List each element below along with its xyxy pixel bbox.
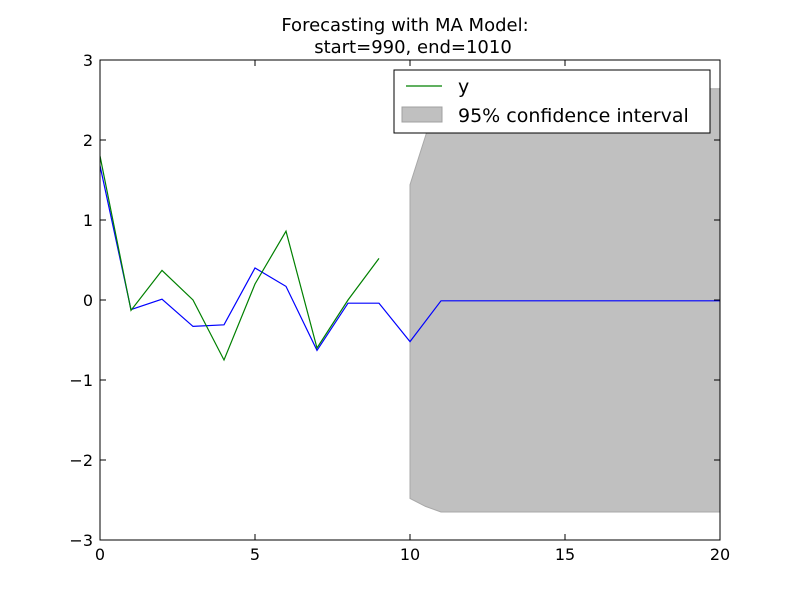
y-tick-label: 3 — [83, 51, 93, 70]
x-tick-label: 15 — [555, 545, 575, 564]
x-tick-label: 5 — [250, 545, 260, 564]
plot-frame — [99, 59, 721, 541]
y-tick-label: −1 — [69, 371, 93, 390]
x-tick-label: 10 — [400, 545, 420, 564]
legend-ci-swatch — [401, 106, 443, 123]
chart-subtitle: start=990, end=1010 — [314, 37, 512, 58]
y-tick-label: 0 — [83, 291, 93, 310]
y-tick-label: 2 — [83, 131, 93, 150]
x-tick-label: 0 — [95, 545, 105, 564]
legend-box — [393, 69, 711, 134]
chart-title: Forecasting with MA Model: — [281, 15, 528, 36]
y-tick-label: −2 — [69, 451, 93, 470]
series-y-line — [100, 155, 380, 362]
legend-y-label: y — [458, 76, 469, 98]
series-forecast-line — [100, 165, 720, 352]
y-tick-label: −3 — [69, 531, 93, 550]
y-tick-label: 1 — [83, 211, 93, 230]
legend: y 95% confidence interval — [393, 69, 711, 134]
x-tick-label: 20 — [710, 545, 730, 564]
legend-ci-label: 95% confidence interval — [458, 105, 689, 127]
series-lines-layer — [100, 155, 720, 362]
axis-ticks-layer: 0 5 10 15 20 −3 −2 −1 0 1 2 3 — [69, 51, 730, 564]
